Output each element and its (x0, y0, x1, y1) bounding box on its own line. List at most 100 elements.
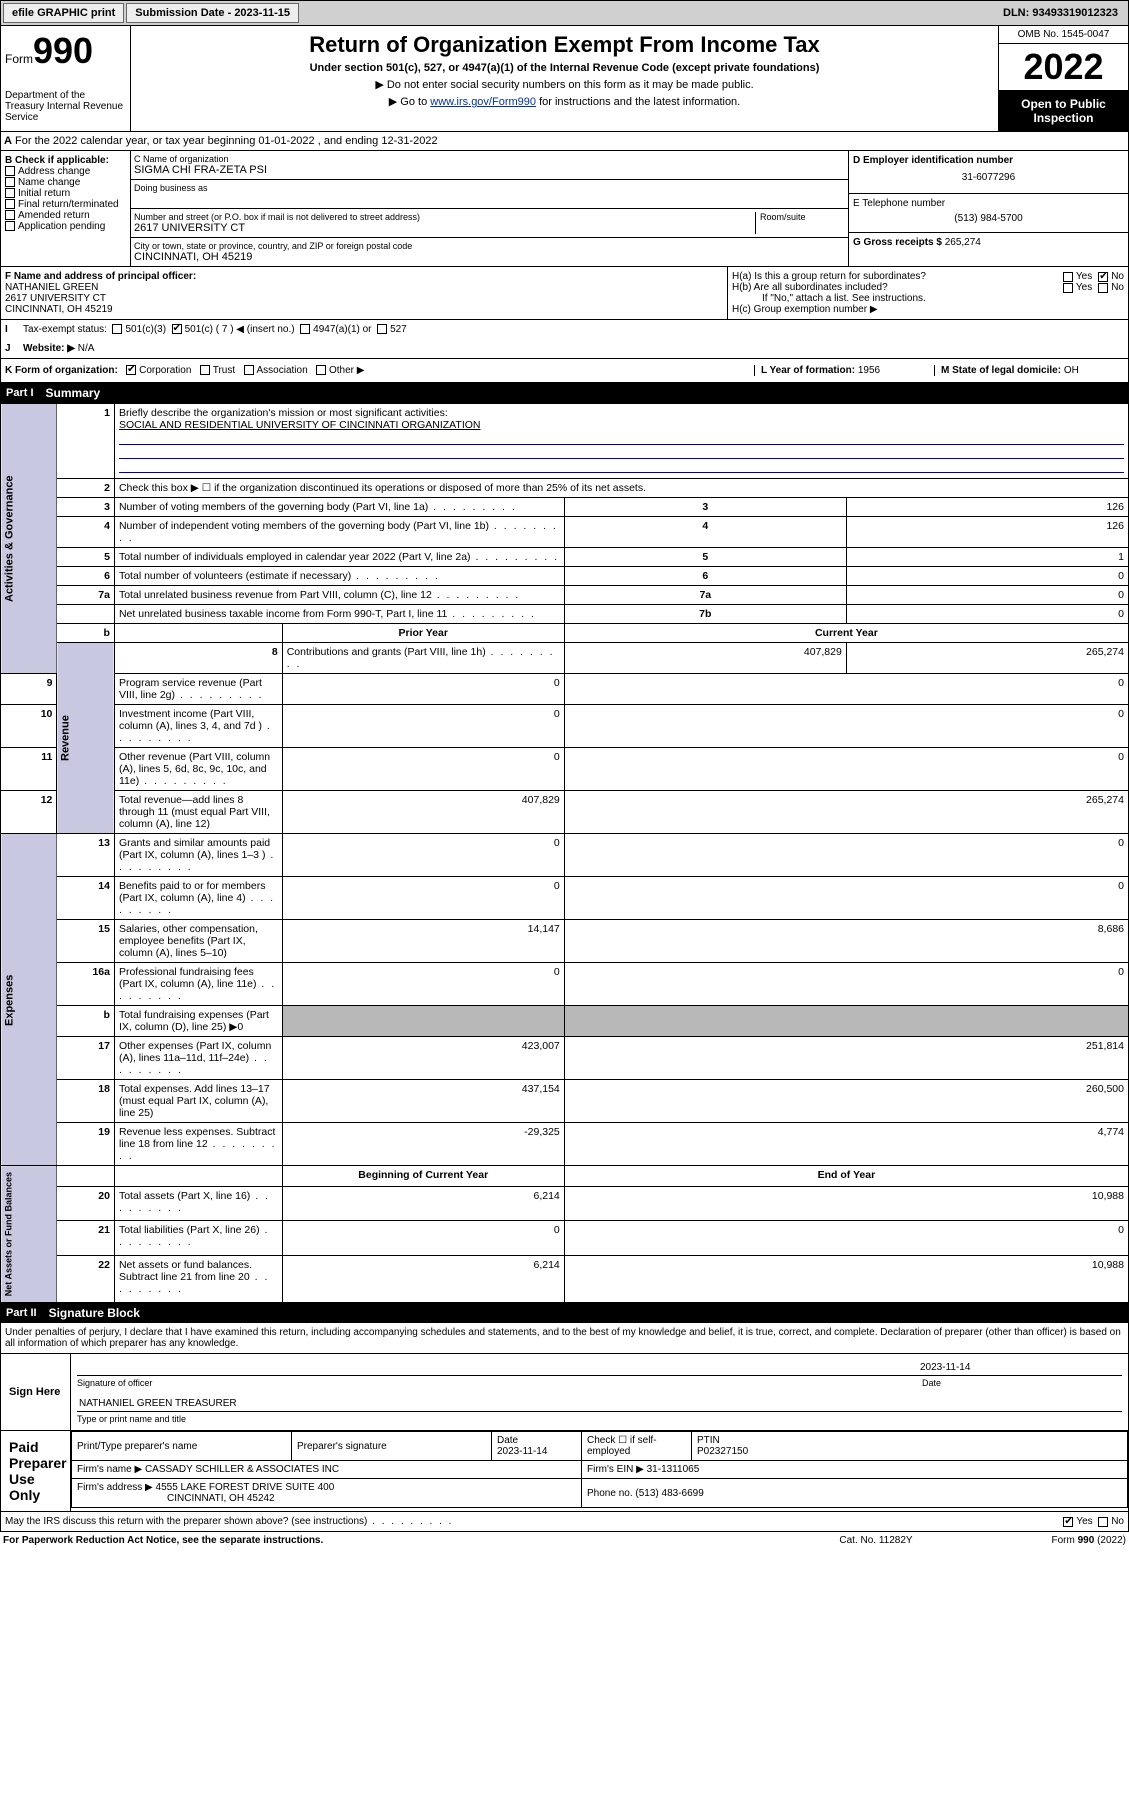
table-row: 22Net assets or fund balances. Subtract … (1, 1255, 1129, 1303)
summary-table: Activities & Governance 1 Briefly descri… (0, 403, 1129, 1303)
checkbox-501c[interactable] (172, 324, 182, 334)
city-value: CINCINNATI, OH 45219 (134, 251, 845, 263)
sign-here-label: Sign Here (1, 1354, 71, 1430)
checkbox-amended[interactable] (5, 210, 15, 220)
checkbox-501c3[interactable] (112, 324, 122, 334)
type-print-label: Type or print name and title (77, 1414, 1122, 1424)
table-row: 21Total liabilities (Part X, line 26)00 (1, 1221, 1129, 1255)
table-row: Net unrelated business taxable income fr… (1, 605, 1129, 624)
row-a-tax-year: A For the 2022 calendar year, or tax yea… (0, 132, 1129, 151)
principal-officer: F Name and address of principal officer:… (1, 267, 728, 319)
form-prefix: Form (5, 52, 33, 66)
ein-label: D Employer identification number (853, 155, 1124, 166)
catalog-number: Cat. No. 11282Y (776, 1535, 976, 1546)
checkbox-association[interactable] (244, 365, 254, 375)
hb-note: If "No," attach a list. See instructions… (732, 293, 1124, 304)
discuss-yes-checkbox[interactable] (1063, 1517, 1073, 1527)
ptin-value: P02327150 (697, 1446, 748, 1457)
table-row: 16aProfessional fundraising fees (Part I… (1, 963, 1129, 1006)
table-row: 4Number of independent voting members of… (1, 517, 1129, 548)
end-year-hdr: End of Year (564, 1166, 1128, 1187)
phone-label: E Telephone number (853, 198, 1124, 209)
checkbox-4947[interactable] (300, 324, 310, 334)
section-fh: F Name and address of principal officer:… (0, 266, 1129, 319)
ha-yes-checkbox[interactable] (1063, 272, 1073, 282)
prior-year-hdr: Prior Year (282, 624, 564, 643)
signature-block: Under penalties of perjury, I declare th… (0, 1323, 1129, 1512)
form-number-block: Form990 Department of the Treasury Inter… (1, 26, 131, 131)
firm-phone: (513) 483-6699 (635, 1488, 703, 1499)
gross-receipts-value: 265,274 (945, 237, 981, 248)
form-note-ssn: ▶ Do not enter social security numbers o… (137, 78, 992, 91)
preparer-sig-col: Preparer's signature (292, 1432, 492, 1461)
self-employed-col: Check ☐ if self-employed (582, 1432, 692, 1461)
org-name-label: C Name of organization (134, 154, 845, 164)
firm-city: CINCINNATI, OH 45242 (77, 1493, 275, 1504)
table-row: 3Number of voting members of the governi… (1, 498, 1129, 517)
form-subtitle: Under section 501(c), 527, or 4947(a)(1)… (137, 62, 992, 74)
checkbox-other[interactable] (316, 365, 326, 375)
table-row: 9Program service revenue (Part VIII, lin… (1, 674, 1129, 705)
part-ii-header: Part II Signature Block (0, 1303, 1129, 1323)
form-number: 990 (33, 30, 93, 71)
table-row: 20Total assets (Part X, line 16)6,21410,… (1, 1187, 1129, 1221)
side-net-assets: Net Assets or Fund Balances (1, 1166, 57, 1303)
table-row: 15Salaries, other compensation, employee… (1, 920, 1129, 963)
checkbox-final-return[interactable] (5, 199, 15, 209)
pra-notice: For Paperwork Reduction Act Notice, see … (3, 1535, 776, 1546)
hb-no-checkbox[interactable] (1098, 283, 1108, 293)
ha-no-checkbox[interactable] (1098, 272, 1108, 282)
footer: For Paperwork Reduction Act Notice, see … (0, 1532, 1129, 1549)
firm-name: CASSADY SCHILLER & ASSOCIATES INC (145, 1464, 339, 1475)
row-i-tax-status: I Tax-exempt status: 501(c)(3) 501(c) ( … (0, 319, 1129, 339)
ein-value: 31-6077296 (853, 166, 1124, 189)
checkbox-application-pending[interactable] (5, 221, 15, 231)
group-return-block: H(a) Is this a group return for subordin… (728, 267, 1128, 319)
part-i-header: Part I Summary (0, 383, 1129, 403)
submission-date: Submission Date - 2023-11-15 (126, 3, 299, 23)
street-value: 2617 UNIVERSITY CT (134, 222, 755, 234)
efile-print-link[interactable]: efile GRAPHIC print (3, 3, 124, 23)
dba-label: Doing business as (134, 183, 845, 193)
line2: Check this box ▶ ☐ if the organization d… (114, 479, 1128, 498)
dln: DLN: 93493319012323 (995, 4, 1126, 22)
checkbox-corporation[interactable] (126, 365, 136, 375)
paid-preparer-label: Paid Preparer Use Only (1, 1431, 71, 1511)
table-row: 6Total number of volunteers (estimate if… (1, 567, 1129, 586)
row-j-website: J Website: ▶ N/A (0, 339, 1129, 358)
sig-date-value: 2023-11-14 (920, 1362, 1120, 1373)
checkbox-527[interactable] (377, 324, 387, 334)
row-k-form-org: K Form of organization: Corporation Trus… (0, 358, 1129, 383)
discuss-no-checkbox[interactable] (1098, 1517, 1108, 1527)
checkbox-initial-return[interactable] (5, 188, 15, 198)
section-bcd: B Check if applicable: Address change Na… (0, 151, 1129, 266)
header-right: OMB No. 1545-0047 2022 Open to Public In… (998, 26, 1128, 131)
discuss-row: May the IRS discuss this return with the… (0, 1512, 1129, 1532)
table-row: 18Total expenses. Add lines 13–17 (must … (1, 1080, 1129, 1123)
form-header: Form990 Department of the Treasury Inter… (0, 26, 1129, 132)
side-governance: Activities & Governance (1, 404, 57, 674)
checkbox-name-change[interactable] (5, 177, 15, 187)
table-row: 17Other expenses (Part IX, column (A), l… (1, 1037, 1129, 1080)
line1-value: SOCIAL AND RESIDENTIAL UNIVERSITY OF CIN… (119, 419, 481, 431)
preparer-name-col: Print/Type preparer's name (72, 1432, 292, 1461)
form-footer: Form 990 (2022) (976, 1535, 1126, 1546)
org-name: SIGMA CHI FRA-ZETA PSI (134, 164, 845, 176)
checkbox-trust[interactable] (200, 365, 210, 375)
hb-yes-checkbox[interactable] (1063, 283, 1073, 293)
officer-name: NATHANIEL GREEN (5, 282, 723, 293)
omb-number: OMB No. 1545-0047 (999, 26, 1128, 44)
declaration-text: Under penalties of perjury, I declare th… (1, 1323, 1128, 1353)
table-row: 14Benefits paid to or for members (Part … (1, 877, 1129, 920)
open-to-public: Open to Public Inspection (999, 91, 1128, 131)
topbar: efile GRAPHIC print Submission Date - 20… (0, 0, 1129, 26)
form-link-row: ▶ Go to www.irs.gov/Form990 for instruct… (137, 95, 992, 108)
firm-ein: 31-1311065 (647, 1464, 700, 1475)
current-year-hdr: Current Year (564, 624, 1128, 643)
begin-year-hdr: Beginning of Current Year (282, 1166, 564, 1187)
table-row: 10Investment income (Part VIII, column (… (1, 705, 1129, 748)
checkbox-address-change[interactable] (5, 166, 15, 176)
col-d-ein-phone: D Employer identification number 31-6077… (848, 151, 1128, 266)
year-formation: 1956 (858, 365, 880, 376)
irs-link[interactable]: www.irs.gov/Form990 (430, 96, 536, 108)
